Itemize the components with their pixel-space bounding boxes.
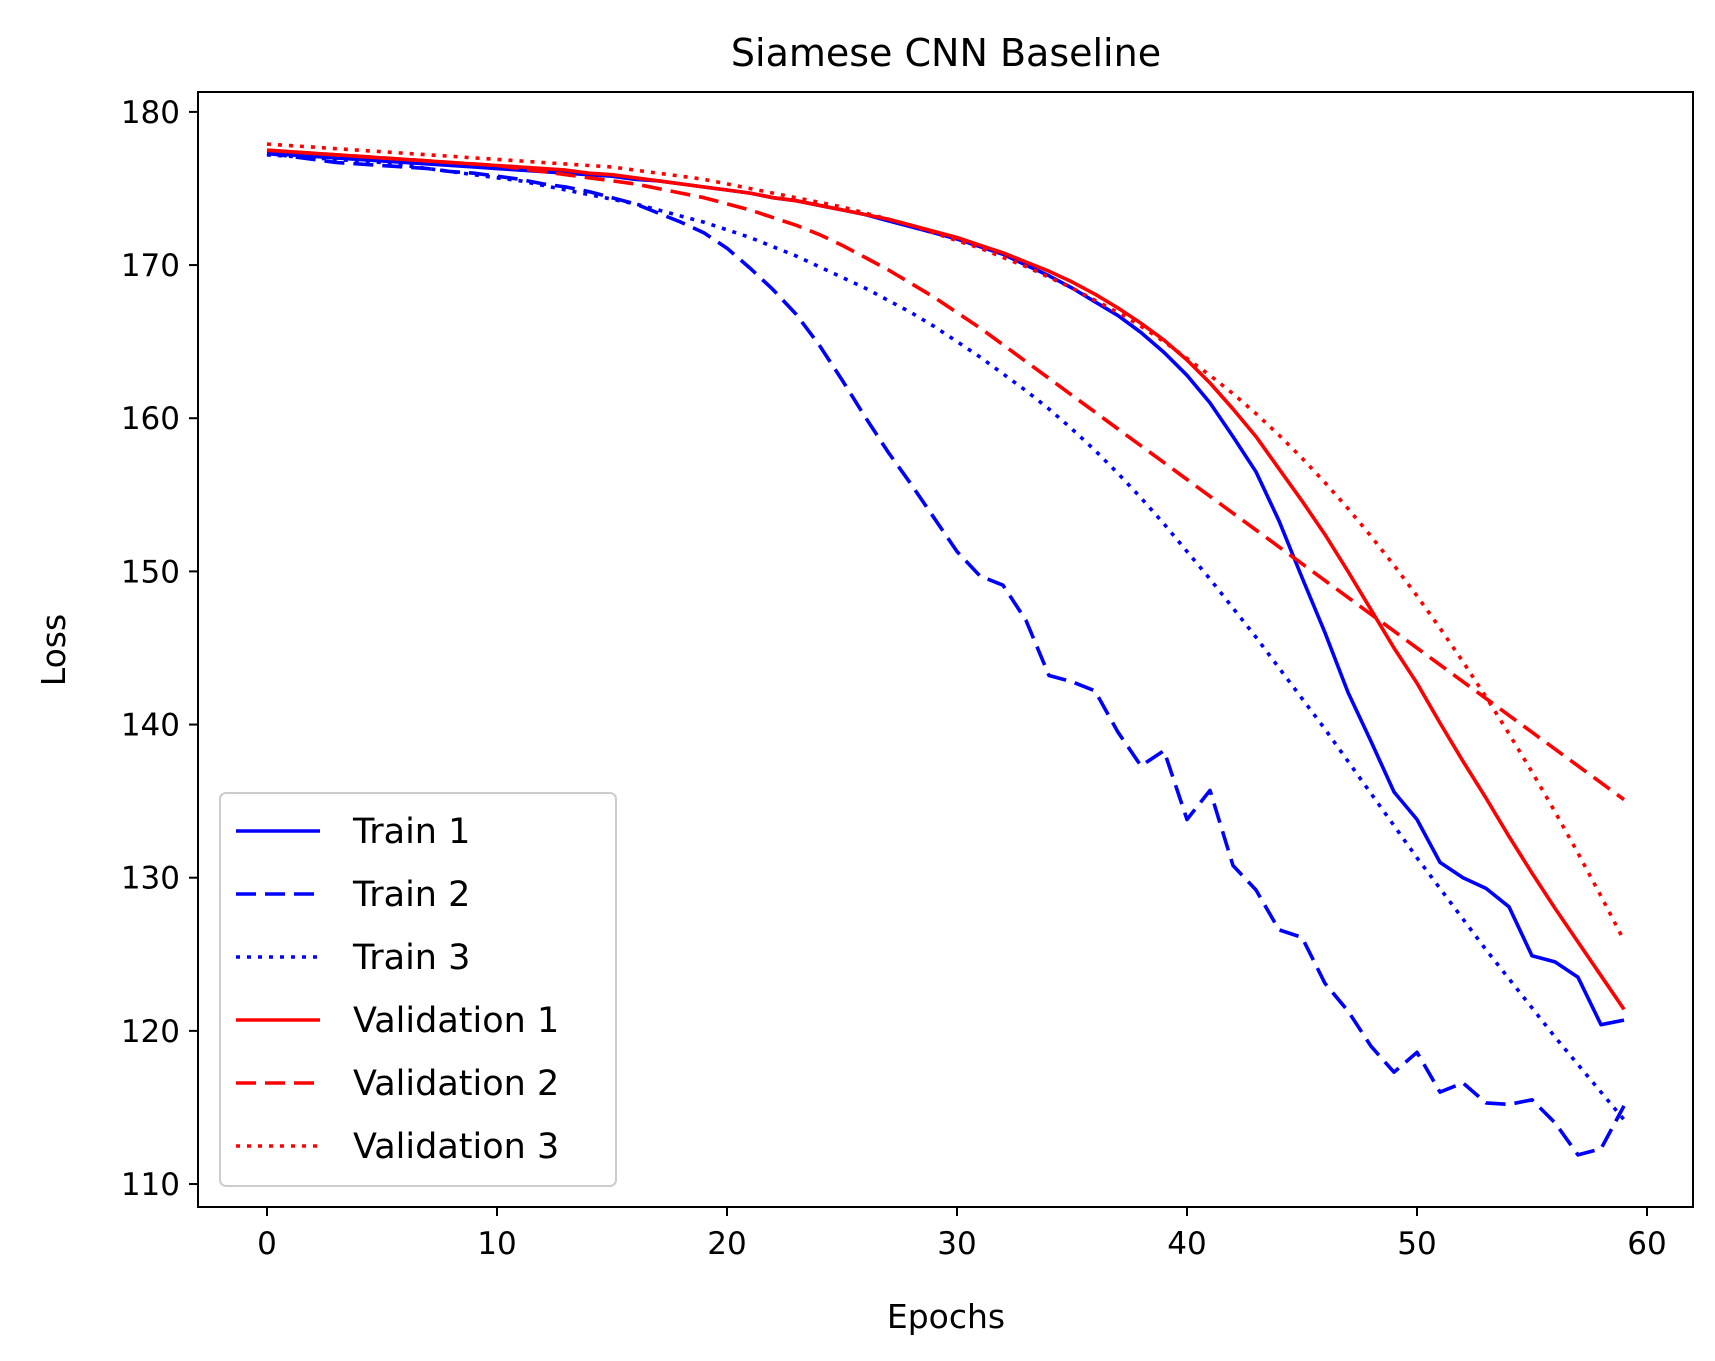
x-tick-label: 0 (257, 1226, 277, 1262)
y-tick-label: 140 (121, 708, 180, 744)
y-tick-label: 180 (121, 95, 180, 131)
plot-frame (197, 91, 1694, 1208)
legend: Train 1 Train 2 Train 3 Validation 1 Validat… (219, 792, 617, 1187)
chart-title: Siamese CNN Baseline (731, 31, 1161, 75)
legend-label: Train 1 (352, 812, 470, 852)
y-tick-label: 150 (121, 554, 180, 590)
legend-label: Validation 1 (353, 1001, 559, 1041)
x-tick-label: 50 (1397, 1226, 1436, 1262)
series-line-2 (266, 151, 1626, 1157)
y-tick-label: 170 (121, 248, 180, 284)
series-line-3 (266, 153, 1626, 1121)
legend-label: Train 3 (352, 938, 470, 978)
x-tick-label: 20 (707, 1226, 746, 1262)
x-axis-ticks: 0 10 20 30 40 50 60 (257, 1207, 1667, 1262)
x-tick-label: 40 (1167, 1226, 1206, 1262)
y-tick-label: 110 (121, 1167, 180, 1203)
y-axis-ticks: 110 120 130 140 150 160 170 180 (121, 95, 198, 1203)
legend-label: Train 2 (352, 875, 470, 915)
plot-lines (266, 142, 1626, 1157)
x-tick-label: 30 (937, 1226, 976, 1262)
legend-box (219, 792, 617, 1187)
series-line-4 (266, 148, 1626, 1011)
x-tick-label: 60 (1627, 1226, 1666, 1262)
legend-label: Validation 2 (353, 1064, 559, 1104)
series-line-5 (266, 148, 1626, 802)
y-axis-label: Loss (34, 614, 73, 686)
y-tick-label: 130 (121, 861, 180, 897)
y-tick-label: 160 (121, 401, 180, 437)
y-tick-label: 120 (121, 1014, 180, 1050)
x-axis-label: Epochs (887, 1297, 1005, 1336)
x-tick-label: 10 (477, 1226, 516, 1262)
legend-label: Validation 3 (353, 1127, 559, 1167)
